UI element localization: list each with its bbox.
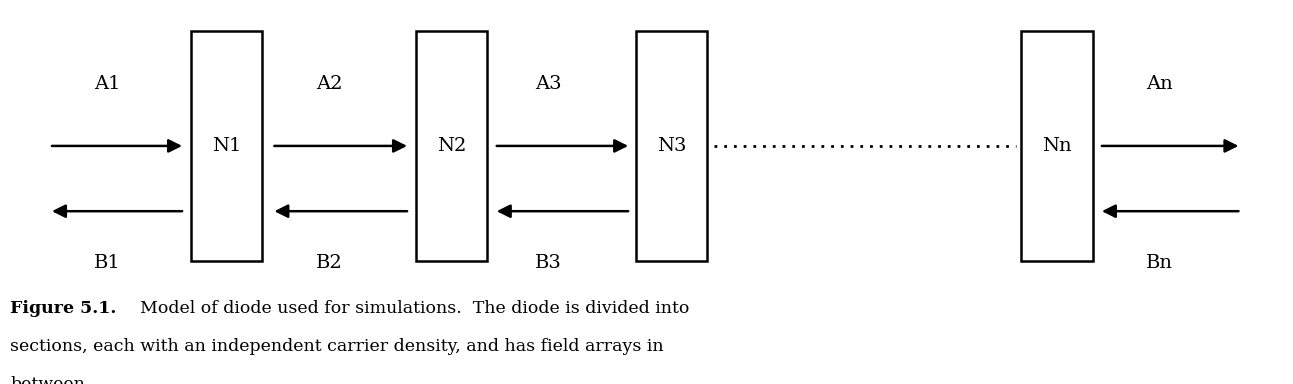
Text: between.: between. (10, 376, 91, 384)
Bar (1021, 31, 1093, 261)
Text: B1: B1 (94, 254, 120, 272)
Text: N1: N1 (212, 137, 242, 155)
Bar (636, 31, 707, 261)
Text: Nn: Nn (1042, 137, 1072, 155)
Text: sections, each with an independent carrier density, and has field arrays in: sections, each with an independent carri… (10, 338, 665, 355)
Text: B2: B2 (317, 254, 343, 272)
Text: N2: N2 (437, 137, 467, 155)
Text: A2: A2 (317, 76, 343, 93)
Text: N3: N3 (657, 137, 687, 155)
Text: A1: A1 (94, 76, 120, 93)
Text: B3: B3 (535, 254, 561, 272)
Text: Model of diode used for simulations.  The diode is divided into: Model of diode used for simulations. The… (129, 300, 689, 316)
Text: An: An (1147, 76, 1173, 93)
Bar (191, 31, 262, 261)
Text: Figure 5.1.: Figure 5.1. (10, 300, 116, 316)
Text: Bn: Bn (1147, 254, 1173, 272)
Text: A3: A3 (535, 76, 561, 93)
Bar (416, 31, 487, 261)
